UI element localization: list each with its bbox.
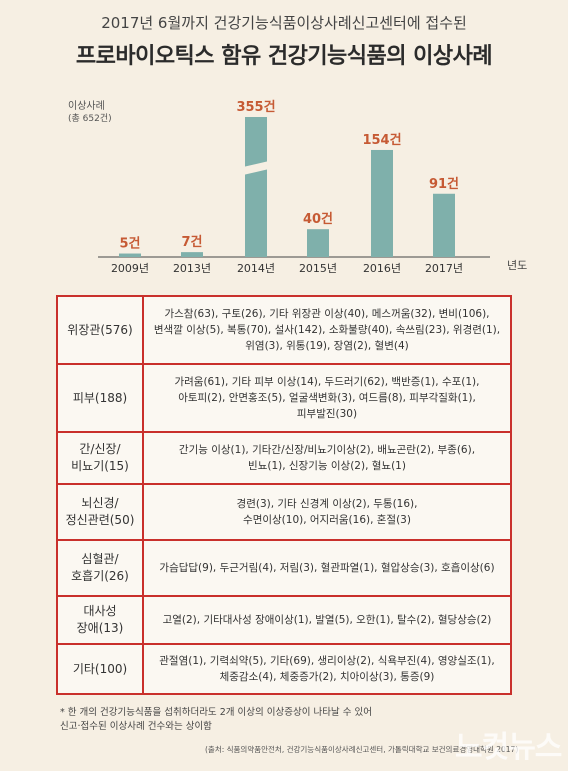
data-label-2017년: 91건 <box>429 176 459 192</box>
footnote: * 한 개의 건강기능식품을 섭취하더라도 2개 이상의 이상증상이 나타날 수… <box>60 706 372 734</box>
bar-2015년 <box>307 229 329 257</box>
x-tick-2013년: 2013년 <box>173 262 211 275</box>
symptom-table: 위장관(576) 가스참(63), 구토(26), 기타 위장관 이상(40), … <box>56 295 512 695</box>
y-axis-label: 이상사례 (총 652건) <box>68 100 112 126</box>
data-label-2016년: 154건 <box>362 132 401 148</box>
category-cell: 위장관(576) <box>58 297 144 363</box>
symptoms-cell: 가슴답답(9), 두근거림(4), 저림(3), 혈관파열(1), 혈압상승(3… <box>159 562 495 574</box>
subtitle: 2017년 6월까지 건강기능식품이상사례신고센터에 접수된 <box>101 14 467 32</box>
category-cell: 대사성 장애(13) <box>58 597 144 643</box>
category-cell: 간/신장/ 비뇨기(15) <box>58 433 144 483</box>
table-row: 위장관(576) 가스참(63), 구토(26), 기타 위장관 이상(40), … <box>58 297 510 363</box>
footnote-line-1: * 한 개의 건강기능식품을 섭취하더라도 2개 이상의 이상증상이 나타날 수… <box>60 707 372 718</box>
category-cell: 기타(100) <box>58 645 144 693</box>
watermark-logo: 노컷뉴스 <box>455 730 562 765</box>
bar-2009년 <box>119 253 141 257</box>
data-label-2009년: 5건 <box>119 236 140 252</box>
table-row: 대사성 장애(13) 고열(2), 기타대사성 장애이상(1), 발열(5), 오… <box>58 595 510 643</box>
x-tick-2014년: 2014년 <box>237 262 275 275</box>
symptoms-cell: 관절염(1), 기력쇠약(5), 기타(69), 생리이상(2), 식욕부진(4… <box>159 655 495 683</box>
category-cell: 피부(188) <box>58 365 144 431</box>
data-label-2014년: 355건 <box>236 99 275 115</box>
x-tick-2017년: 2017년 <box>425 262 463 275</box>
y-axis-title: 이상사례 <box>68 101 105 112</box>
table-row: 뇌신경/ 정신관련(50) 경련(3), 기타 신경계 이상(2), 두통(16)… <box>58 483 510 539</box>
table-row: 심혈관/ 호흡기(26) 가슴답답(9), 두근거림(4), 저림(3), 혈관파… <box>58 539 510 595</box>
y-axis-note: (총 652건) <box>68 114 112 124</box>
x-tick-2015년: 2015년 <box>299 262 337 275</box>
footnote-line-2: 신고·접수된 이상사례 건수와는 상이함 <box>60 721 212 732</box>
symptoms-cell: 경련(3), 기타 신경계 이상(2), 두통(16), 수면이상(10), 어… <box>236 498 418 526</box>
data-label-2015년: 40건 <box>303 211 333 227</box>
table-row: 간/신장/ 비뇨기(15) 간기능 이상(1), 기타간/신장/비뇨기이상(2),… <box>58 431 510 483</box>
page-title: 프로바이오틱스 함유 건강기능식품의 이상사례 <box>75 44 493 69</box>
x-tick-2016년: 2016년 <box>363 262 401 275</box>
bar-2013년 <box>181 252 203 257</box>
bar-2017년 <box>433 193 455 257</box>
source-note: (출처: 식품의약품안전처, 건강기능식품이상사례신고센터, 가톨릭대학교 보건… <box>205 745 519 754</box>
category-cell: 심혈관/ 호흡기(26) <box>58 541 144 595</box>
table-row: 기타(100) 관절염(1), 기력쇠약(5), 기타(69), 생리이상(2),… <box>58 643 510 693</box>
data-label-2013년: 7건 <box>181 234 202 250</box>
symptoms-cell: 가려움(61), 기타 피부 이상(14), 두드러기(62), 백반증(1),… <box>174 376 480 420</box>
axis-break <box>243 161 269 175</box>
category-cell: 뇌신경/ 정신관련(50) <box>58 485 144 539</box>
symptoms-cell: 간기능 이상(1), 기타간/신장/비뇨기이상(2), 배뇨곤란(2), 부종(… <box>178 444 476 472</box>
symptoms-cell: 가스참(63), 구토(26), 기타 위장관 이상(40), 메스꺼움(32)… <box>153 308 501 352</box>
x-tick-2009년: 2009년 <box>111 262 149 275</box>
table-row: 피부(188) 가려움(61), 기타 피부 이상(14), 두드러기(62), … <box>58 363 510 431</box>
symptoms-cell: 고열(2), 기타대사성 장애이상(1), 발열(5), 오한(1), 탈수(2… <box>162 614 492 626</box>
bar-2016년 <box>371 149 393 257</box>
bar-chart: 5건 2009년 7건 2013년 355건 2014년 40건 2015년 154건 2016년… <box>98 99 490 275</box>
bar-2014년 <box>245 117 267 257</box>
x-axis-unit: 년도 <box>507 259 528 272</box>
